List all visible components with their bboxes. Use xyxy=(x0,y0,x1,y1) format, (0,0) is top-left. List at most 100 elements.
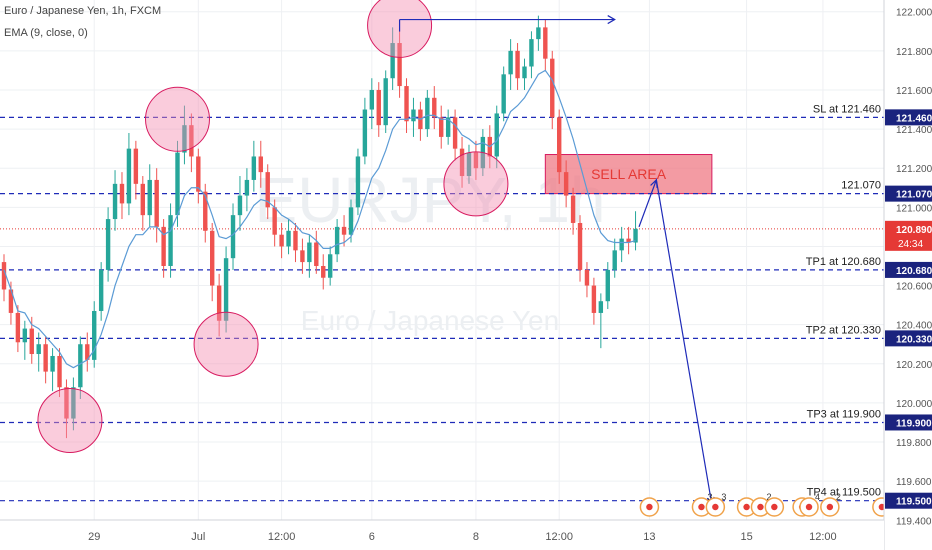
time-tick-label: 8 xyxy=(473,531,479,543)
level-label-TP4: TP4 at 119.500 xyxy=(807,487,881,499)
sell-area-zone[interactable]: SELL AREA xyxy=(544,154,713,195)
trend-drawings[interactable] xyxy=(398,15,715,506)
price-tag-TP3[interactable] xyxy=(885,414,932,431)
event-marker-dot xyxy=(698,503,705,511)
event-marker-dot xyxy=(712,503,719,511)
price-tag-TP1[interactable] xyxy=(885,261,932,278)
symbol-title: Euro / Japanese Yen, 1h, FXCM xyxy=(4,5,162,17)
candle-body xyxy=(515,50,520,79)
price-tag-text: 120.330 xyxy=(896,334,932,345)
highlight-circles[interactable] xyxy=(37,0,509,454)
candle-body xyxy=(43,344,48,372)
price-tag-SL[interactable] xyxy=(885,109,932,126)
event-marker-count: 4 xyxy=(815,492,820,502)
highlight-circle[interactable] xyxy=(145,86,210,152)
price-tick-label: 119.600 xyxy=(896,477,932,488)
candle-body xyxy=(85,344,90,360)
candle-body xyxy=(196,156,201,192)
price-tag-text: 119.500 xyxy=(896,497,932,508)
candle-body xyxy=(404,86,409,122)
level-label-SL: SL at 121.460 xyxy=(813,103,881,115)
time-axis-bg xyxy=(0,520,884,550)
price-tick-label: 121.200 xyxy=(896,164,932,175)
candle-body xyxy=(570,195,576,223)
projection-arrowhead xyxy=(650,178,658,188)
candle-body xyxy=(237,195,243,216)
sell-area-box[interactable] xyxy=(544,154,713,195)
candle-body xyxy=(321,266,326,278)
candle-body xyxy=(563,172,569,196)
candle-body xyxy=(251,156,257,180)
price-tag-TP4[interactable] xyxy=(885,492,932,509)
event-marker-dot xyxy=(743,503,750,511)
time-tick-label: 13 xyxy=(643,531,655,543)
event-marker-dot xyxy=(757,503,764,511)
candle-body xyxy=(50,355,55,372)
candle-body xyxy=(15,312,21,343)
candle-body xyxy=(466,152,472,177)
bar-countdown-text: 24:34 xyxy=(898,239,923,250)
candle-body xyxy=(98,269,104,311)
candle-body xyxy=(78,344,83,388)
last-price-tag[interactable] xyxy=(885,220,932,251)
price-tag-text: 120.680 xyxy=(896,266,932,277)
event-marker-dot xyxy=(771,503,778,511)
candle-body xyxy=(126,148,132,204)
level-label-TP3: TP3 at 119.900 xyxy=(807,408,881,420)
candle-body xyxy=(64,387,69,419)
candle-body xyxy=(439,117,444,137)
candle-body xyxy=(459,148,465,177)
candle-body xyxy=(140,183,145,216)
level-label-TP1: TP1 at 120.680 xyxy=(806,256,881,268)
event-marker-count: 2 xyxy=(766,492,771,502)
candle-body xyxy=(543,27,548,59)
candle-body xyxy=(508,50,513,75)
price-tick-label: 119.800 xyxy=(896,438,932,449)
event-marker-dot xyxy=(805,503,813,511)
candle-body xyxy=(577,222,583,270)
candle-body xyxy=(452,117,458,149)
price-tick-label: 121.600 xyxy=(896,86,932,97)
time-axis[interactable]: 29 Jul 12:00 6 8 12:00 13 15 12:00 xyxy=(0,519,884,550)
highlight-circle[interactable] xyxy=(37,388,103,454)
candle-body xyxy=(383,78,388,126)
candle-body xyxy=(92,310,97,360)
candle-body xyxy=(244,179,250,196)
candle-body xyxy=(112,183,118,220)
price-tick-label: 120.200 xyxy=(896,360,932,371)
candle-body xyxy=(550,58,555,118)
price-tag-text: 119.900 xyxy=(896,418,932,429)
candle-body xyxy=(293,230,298,251)
highlight-circle[interactable] xyxy=(443,151,509,217)
candle-body xyxy=(591,285,597,313)
candle-body xyxy=(22,328,28,343)
highlight-circle[interactable] xyxy=(193,311,259,377)
event-marker-count: 3 xyxy=(707,492,712,502)
candle-body xyxy=(57,355,62,388)
price-tag-text: 121.070 xyxy=(896,190,932,201)
candle-body xyxy=(154,179,159,227)
candle-body xyxy=(633,228,638,243)
price-axis[interactable]: 122.000 121.800 121.600 121.400 121.200 121.0… xyxy=(883,0,932,550)
candle-body xyxy=(411,109,416,122)
candle-body xyxy=(314,242,319,266)
event-marker-count: 3 xyxy=(721,492,726,502)
candle-body xyxy=(390,43,395,79)
candle-body xyxy=(598,301,604,313)
price-tag-TP2[interactable] xyxy=(885,330,932,347)
indicator-title[interactable]: EMA (9, close, 0) xyxy=(4,27,88,39)
candle-body xyxy=(362,109,368,157)
price-tag-entry[interactable] xyxy=(885,185,932,202)
candle-body xyxy=(286,230,291,247)
level-label-entry: 121.070 xyxy=(841,180,881,192)
price-tick-label: 121.400 xyxy=(896,125,932,136)
time-tick-label: 12:00 xyxy=(545,531,573,543)
candle-body xyxy=(300,250,305,263)
candle-body xyxy=(71,387,76,419)
candlestick-series xyxy=(1,15,638,439)
candle-body xyxy=(536,27,541,40)
last-price-text: 120.890 xyxy=(896,225,932,236)
candle-body xyxy=(8,289,14,313)
